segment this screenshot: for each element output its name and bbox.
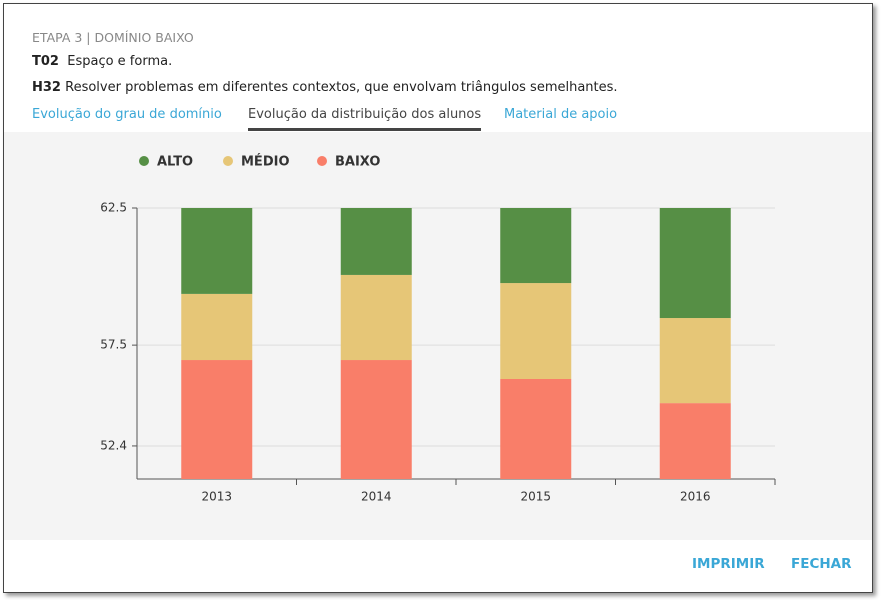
bar-segment <box>181 208 253 294</box>
bar-segment <box>500 379 572 479</box>
skill: Resolver problemas em diferentes context… <box>65 80 618 95</box>
close-button[interactable]: FECHAR <box>791 556 852 572</box>
bar-segment <box>340 274 412 361</box>
legend-dot <box>139 156 149 166</box>
legend-dot <box>223 156 233 166</box>
stage: ETAPA 3 | DOMÍNIO BAIXO <box>32 30 194 45</box>
bar-segment <box>659 318 731 404</box>
topic-line: T02 Espaço e forma. <box>32 54 172 69</box>
y-tick-label: 62.5 <box>100 201 127 215</box>
topic-code: T02 <box>32 54 59 69</box>
bar-segment <box>181 293 253 361</box>
y-tick-label: 57.5 <box>100 338 127 352</box>
legend-label: MÉDIO <box>241 154 290 170</box>
y-tick-label: 52.4 <box>100 438 127 452</box>
bar-segment <box>500 283 572 380</box>
x-tick-label: 2013 <box>201 490 232 504</box>
x-tick-label: 2016 <box>680 490 711 504</box>
skill-line: H32 Resolver problemas em diferentes con… <box>32 80 618 95</box>
print-button[interactable]: IMPRIMIR <box>692 556 765 572</box>
modal: ETAPA 3 | DOMÍNIO BAIXO T02 Espaço e for… <box>3 3 873 593</box>
bar-segment <box>659 208 731 319</box>
bar-segment <box>340 208 412 275</box>
bar-segment <box>340 360 412 479</box>
bar-segment <box>659 403 731 479</box>
topic: Espaço e forma. <box>67 54 173 69</box>
bar-segment <box>500 208 572 284</box>
x-tick-label: 2014 <box>361 490 392 504</box>
x-tick-label: 2015 <box>520 490 551 504</box>
tab[interactable]: Evolução da distribuição dos alunos <box>248 107 482 131</box>
skill-code: H32 <box>32 80 61 95</box>
tab[interactable]: Material de apoio <box>504 107 618 122</box>
legend-label: ALTO <box>157 155 193 170</box>
chart: 52.4 57.5 62.5 ALTO MÉDIO BAIXO 2013 2014 2015 20… <box>100 154 776 504</box>
bar-segment <box>181 360 253 479</box>
chart-area: 52.4 57.5 62.5 ALTO MÉDIO BAIXO 2013 2014 2015 20… <box>4 132 872 540</box>
legend-dot <box>317 156 327 166</box>
legend-label: BAIXO <box>335 155 380 170</box>
tab[interactable]: Evolução do grau de domínio <box>32 107 222 122</box>
